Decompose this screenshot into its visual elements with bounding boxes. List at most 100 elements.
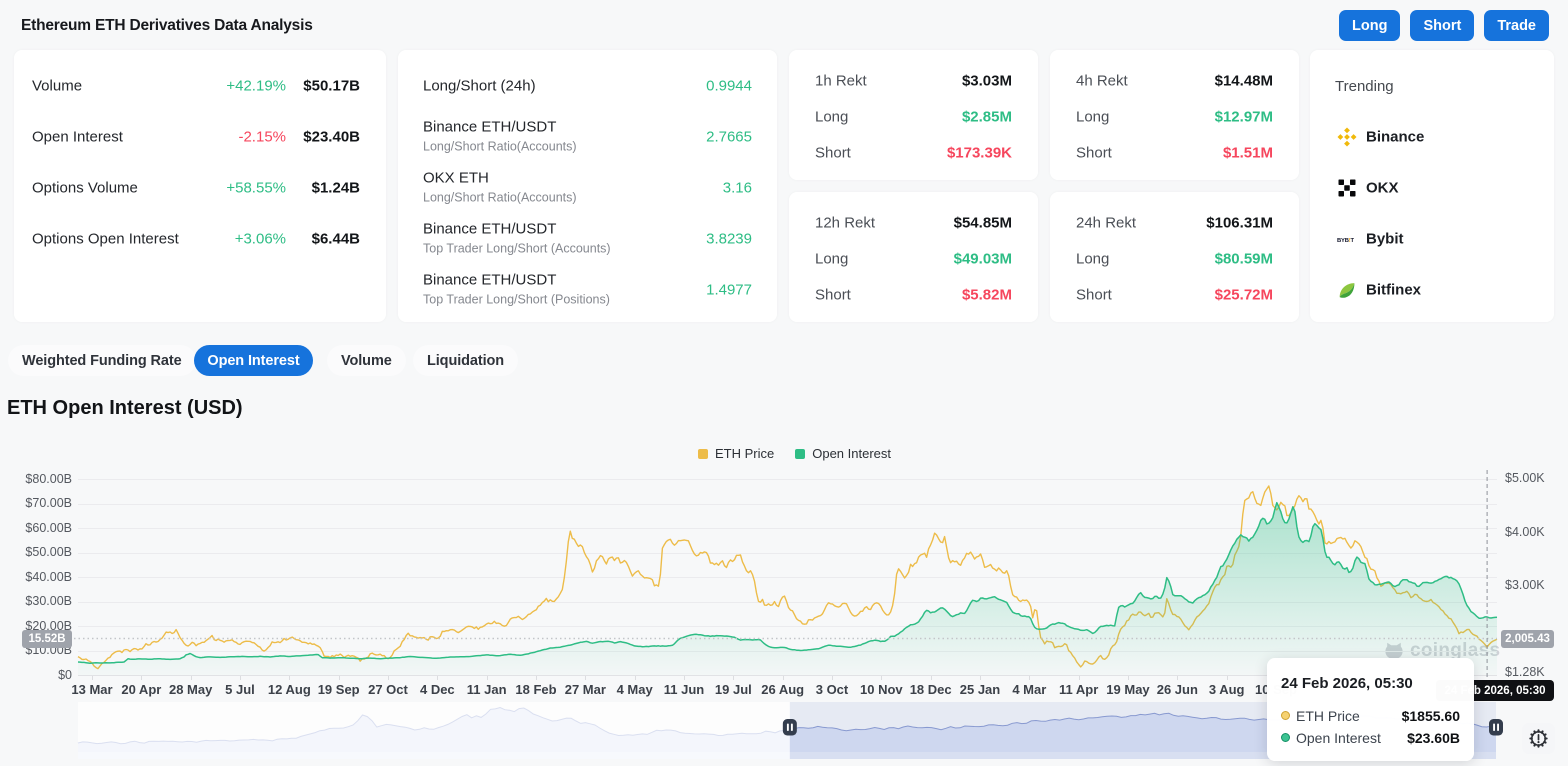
tooltip-series-dot [1281, 711, 1290, 720]
x-axis-label: 4 May [616, 682, 653, 697]
navigator-handle[interactable] [1489, 719, 1503, 736]
x-axis-label: 4 Dec [419, 682, 455, 697]
rekt-total-value: $3.03M [961, 72, 1012, 90]
trending-card: Trending Binance OKX BYB!T Bybit Bitfinex [1310, 50, 1554, 322]
page-title: Ethereum ETH Derivatives Data Analysis [21, 17, 313, 34]
bitfinex-icon [1337, 280, 1357, 300]
chart-legend: ETH Price Open Interest [698, 446, 891, 461]
exchange-name: Binance [1366, 128, 1425, 146]
tooltip-series-value: $1855.60 [1401, 708, 1460, 724]
short-button[interactable]: Short [1410, 10, 1475, 41]
y-axis-label-right: $4.00K [1505, 524, 1545, 539]
ratio-title: OKX ETH [423, 169, 489, 187]
open-interest-line [77, 501, 1498, 665]
y-axis-label-left: $70.00B [25, 496, 72, 511]
exchange-name: Bybit [1366, 230, 1404, 248]
x-axis-label: 27 Oct [368, 682, 408, 697]
rekt-short-row: Short $5.82M [789, 284, 1038, 306]
x-axis-label: 3 Aug [1208, 682, 1245, 697]
rekt-short-value: $25.72M [1214, 286, 1273, 304]
navigator-mask-outside [78, 702, 790, 759]
rekt-total-value: $54.85M [953, 214, 1012, 232]
rekt-short-value: $5.82M [961, 286, 1012, 304]
last-value-badge-left: 15.52B [22, 629, 72, 648]
last-value-badge-right: 2,005.43 [1501, 629, 1554, 648]
tooltip-row-open-interest: Open Interest $23.60B [1281, 729, 1460, 747]
rekt-period-label: 12h Rekt [815, 214, 876, 232]
x-axis-label: 26 Jun [1156, 682, 1198, 697]
rekt-period-row: 24h Rekt $106.31M [1050, 212, 1299, 234]
y-axis-label-left: $30.00B [25, 594, 72, 609]
ratio-row: OKX ETH Long/Short Ratio(Accounts) 3.16 [398, 168, 777, 208]
x-axis-label: 10 Nov [859, 682, 903, 697]
rekt-long-value: $49.03M [953, 250, 1012, 268]
rekt-total-value: $14.48M [1214, 72, 1273, 90]
tooltip-row-eth-price: ETH Price $1855.60 [1281, 707, 1460, 725]
stats-row: Options Volume +58.55% $1.24B [14, 176, 386, 200]
x-axis-label: 13 Mar [71, 682, 113, 697]
trade-button[interactable]: Trade [1484, 10, 1549, 41]
trending-item-binance[interactable]: Binance [1310, 119, 1554, 155]
trending-item-okx[interactable]: OKX [1310, 170, 1554, 206]
long-button[interactable]: Long [1339, 10, 1401, 41]
rekt-short-value: $173.39K [946, 144, 1012, 162]
tab-volume[interactable]: Volume [327, 345, 406, 376]
ratio-title: Binance ETH/USDT [423, 271, 557, 289]
stats-row: Volume +42.19% $50.17B [14, 74, 386, 98]
rekt-period-label: 4h Rekt [1076, 72, 1128, 90]
stats-row: Open Interest -2.15% $23.40B [14, 125, 386, 149]
x-axis-label: 19 May [1106, 682, 1150, 697]
stats-change: +58.55% [226, 179, 286, 197]
rekt-period-row: 12h Rekt $54.85M [789, 212, 1038, 234]
navigator-handle[interactable] [782, 719, 797, 736]
binance-icon [1337, 127, 1357, 147]
y-axis-label-right: $3.00K [1505, 578, 1545, 593]
ratio-sublabel: Top Trader Long/Short (Positions) [423, 292, 610, 307]
ratio-row: Binance ETH/USDT Top Trader Long/Short (A… [398, 219, 777, 259]
tooltip-date: 24 Feb 2026, 05:30 [1281, 675, 1413, 692]
stats-value: $1.24B [311, 179, 360, 197]
ratio-title: Binance ETH/USDT [423, 220, 557, 238]
chart-tooltip: 24 Feb 2026, 05:30 ETH Price $1855.60 Open… [1267, 658, 1474, 761]
tab-weighted-funding-rate[interactable]: Weighted Funding Rate [8, 345, 196, 376]
x-axis-label: 11 Jan [466, 682, 507, 697]
x-axis-label: 28 May [168, 682, 213, 697]
y-axis-label-right: $5.00K [1505, 471, 1545, 486]
ratio-value: 3.8239 [706, 230, 752, 248]
tab-open-interest[interactable]: Open Interest [194, 345, 313, 376]
stats-label: Open Interest [32, 128, 123, 146]
stats-row: Options Open Interest +3.06% $6.44B [14, 227, 386, 251]
trending-item-bybit[interactable]: BYB!T Bybit [1310, 221, 1554, 257]
legend-swatch [795, 448, 806, 459]
x-axis-label: 27 Mar [564, 682, 606, 697]
chart-settings-button[interactable] [1522, 723, 1555, 754]
x-axis-label: 20 Apr [121, 682, 162, 697]
x-axis-label: 19 Sep [317, 682, 360, 697]
rekt-card-24h: 24h Rekt $106.31M Long $80.59M Short $25.72M [1050, 192, 1299, 322]
ratio-label: OKX ETH Long/Short Ratio(Accounts) [423, 169, 577, 208]
rekt-card-12h: 12h Rekt $54.85M Long $49.03M Short $5.82M [789, 192, 1038, 322]
derivatives-stats-card: Volume +42.19% $50.17B Open Interest -2.15% $… [14, 50, 386, 322]
x-axis-label: 25 Jan [959, 682, 1001, 697]
stats-label: Volume [32, 77, 83, 95]
rekt-long-value: $80.59M [1214, 250, 1273, 268]
stats-value: $23.40B [303, 128, 360, 146]
tooltip-series-label: ETH Price [1296, 708, 1360, 724]
tab-liquidation[interactable]: Liquidation [413, 345, 519, 376]
long-short-ratio-card: Long/Short (24h) 0.9944 Binance ETH/USDT Lo… [398, 50, 777, 322]
exchange-name: OKX [1366, 179, 1399, 197]
ratio-row: Binance ETH/USDT Top Trader Long/Short (P… [398, 270, 777, 310]
trending-item-bitfinex[interactable]: Bitfinex [1310, 272, 1554, 308]
legend-item-open-interest[interactable]: Open Interest [795, 446, 891, 461]
legend-item-eth-price[interactable]: ETH Price [698, 446, 774, 461]
ratio-sublabel: Long/Short Ratio(Accounts) [423, 139, 577, 154]
x-axis-label: 11 Jun [663, 682, 705, 697]
rekt-total-value: $106.31M [1206, 214, 1273, 232]
open-interest-area [78, 502, 1497, 675]
legend-label: Open Interest [812, 446, 892, 461]
ratio-sublabel: Top Trader Long/Short (Accounts) [423, 241, 611, 256]
stats-label: Options Volume [32, 179, 138, 197]
exchange-name: Bitfinex [1366, 281, 1422, 299]
x-axis-label: 19 Jul [714, 682, 752, 697]
trending-title: Trending [1335, 78, 1394, 95]
